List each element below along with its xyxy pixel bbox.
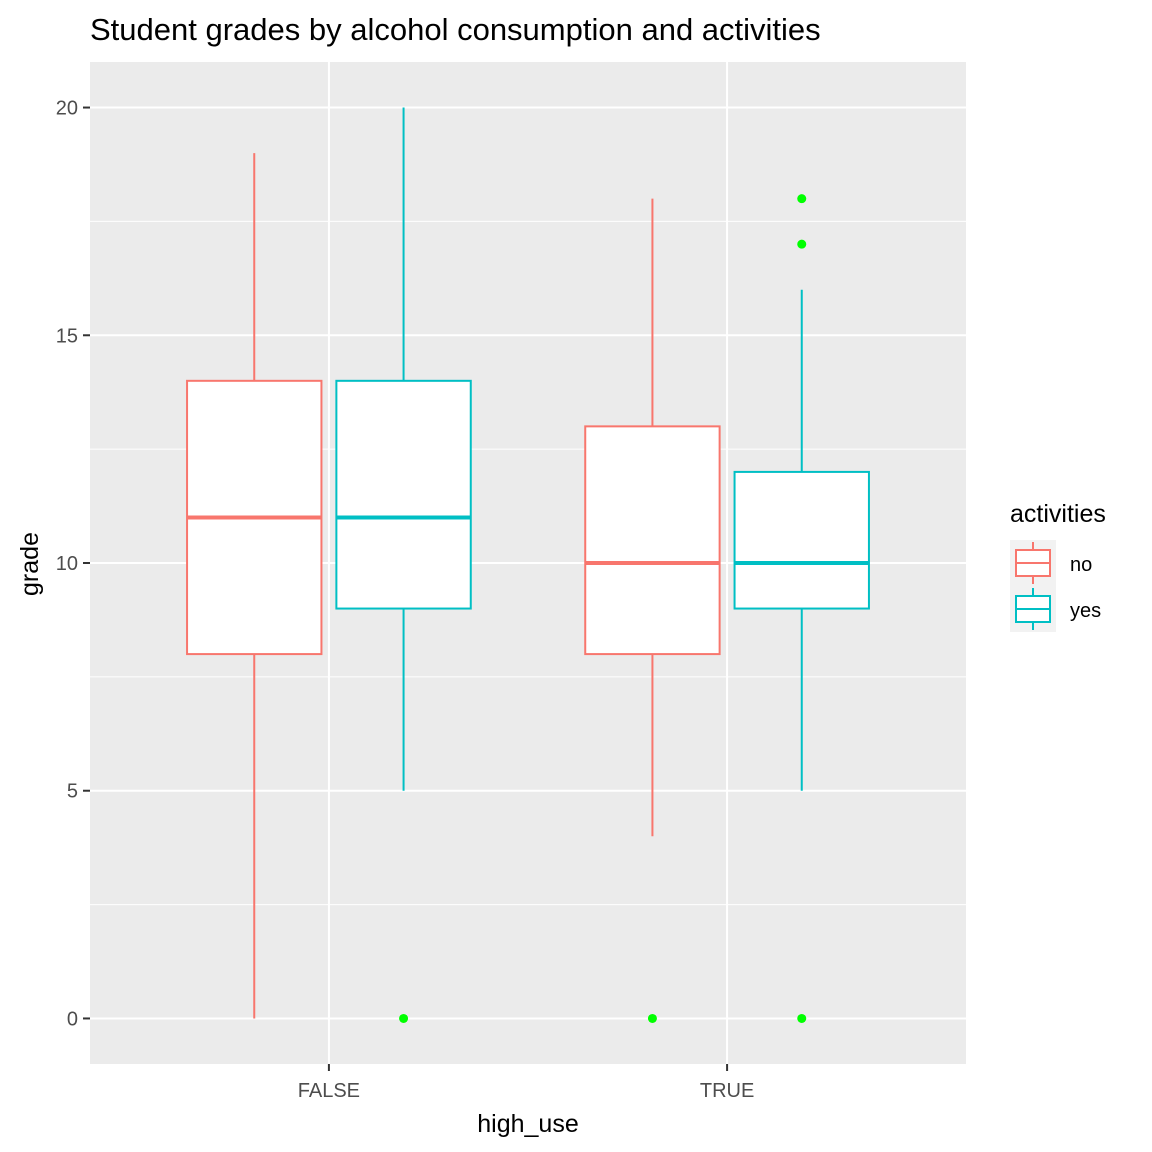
- box-iqr: [584, 425, 721, 656]
- x-tick-label: FALSE: [298, 1080, 360, 1102]
- legend-title: activities: [1010, 500, 1106, 528]
- chart-title: Student grades by alcohol consumption an…: [90, 12, 821, 47]
- box-iqr: [733, 470, 870, 610]
- y-axis-title: grade: [16, 532, 44, 596]
- box-iqr: [335, 379, 472, 610]
- outlier-point: [797, 194, 807, 204]
- box-no-FALSE: [186, 153, 323, 1019]
- outlier-point: [399, 1013, 409, 1023]
- legend-label: no: [1070, 554, 1092, 576]
- outlier-point: [797, 239, 807, 249]
- y-tick-label: 5: [67, 781, 78, 803]
- legend: activities no yes: [1010, 500, 1106, 632]
- box-yes-FALSE: [335, 107, 472, 1023]
- box-yes-TRUE: [733, 194, 870, 1023]
- legend-item-no: no: [1010, 540, 1092, 586]
- x-axis-title: high_use: [477, 1110, 578, 1138]
- y-tick-label: 10: [56, 553, 78, 575]
- boxplot-marks: [186, 107, 870, 1023]
- legend-label: yes: [1070, 600, 1101, 622]
- box-no-TRUE: [584, 198, 721, 1023]
- x-tick-label: TRUE: [700, 1080, 754, 1102]
- y-tick-label: 20: [56, 98, 78, 120]
- outlier-point: [797, 1013, 807, 1023]
- y-tick-label: 0: [67, 1008, 78, 1030]
- axes: 0 5 10 15 20 FALSE TRUE: [56, 98, 755, 1102]
- outlier-point: [647, 1013, 657, 1023]
- legend-item-yes: yes: [1010, 586, 1101, 632]
- y-tick-label: 15: [56, 325, 78, 347]
